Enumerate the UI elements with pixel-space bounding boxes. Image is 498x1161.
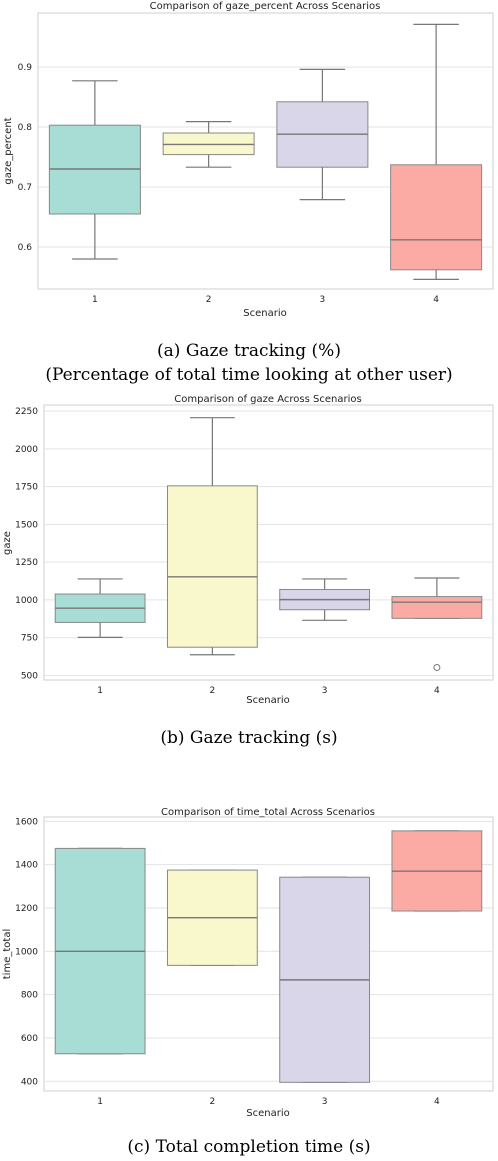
y-tick-label: 600 [21, 1034, 38, 1044]
y-axis-label: gaze_percent [3, 117, 14, 184]
chart-panel-a: Comparison of gaze_percent Across Scenar… [3, 1, 494, 385]
y-tick-label: 0.8 [18, 123, 33, 133]
y-axis-label: time_total [2, 929, 13, 979]
outlier-point [433, 663, 441, 671]
x-axis-label: Scenario [243, 308, 286, 319]
y-ticks: 0.6 0.7 0.8 0.9 [18, 63, 33, 253]
box-scenario-3 [276, 68, 369, 201]
iqr-box [391, 596, 483, 619]
boxes [48, 23, 483, 280]
y-tick-label: 800 [21, 991, 38, 1001]
y-axis-label: gaze [2, 531, 13, 555]
x-ticks: 1 2 3 4 [97, 1097, 440, 1107]
chart-panel-b: Comparison of gaze Across Scenarios Scen… [2, 394, 494, 748]
y-tick-label: 1000 [15, 596, 38, 606]
x-tick-label: 1 [97, 686, 103, 696]
x-tick-label: 4 [433, 295, 439, 305]
x-tick-label: 4 [434, 1097, 440, 1107]
box-scenario-1 [48, 80, 141, 260]
box-scenario-4 [391, 830, 483, 912]
y-tick-label: 2000 [15, 445, 38, 455]
chart-title: Comparison of gaze Across Scenarios [174, 394, 361, 405]
plot-frame [37, 12, 494, 290]
boxes [54, 417, 483, 671]
gridlines [44, 410, 493, 676]
y-tick-label: 500 [21, 671, 38, 681]
chart-title: Comparison of time_total Across Scenario… [161, 807, 375, 818]
x-tick-label: 1 [92, 295, 98, 305]
x-axis-label: Scenario [246, 1108, 289, 1119]
y-tick-label: 1750 [15, 483, 38, 493]
box-scenario-2 [166, 869, 258, 966]
caption-line-1: (b) Gaze tracking (s) [160, 728, 337, 748]
y-tick-label: 1250 [15, 558, 38, 568]
y-tick-label: 1600 [15, 817, 38, 827]
box-scenario-2 [166, 417, 258, 656]
box-scenario-3 [279, 876, 371, 1083]
y-tick-label: 1500 [15, 520, 38, 530]
x-ticks: 1 2 3 4 [92, 295, 439, 305]
y-tick-label: 1200 [15, 904, 38, 914]
x-tick-label: 2 [210, 1097, 216, 1107]
y-tick-label: 1400 [15, 861, 38, 871]
x-tick-label: 4 [434, 686, 440, 696]
x-tick-label: 3 [322, 686, 328, 696]
y-tick-label: 750 [21, 634, 38, 644]
plot-frame [43, 816, 494, 1092]
x-axis-label: Scenario [246, 695, 289, 706]
box-scenario-4 [390, 23, 483, 280]
x-tick-label: 3 [320, 295, 326, 305]
chart-panel-c: Comparison of time_total Across Scenario… [2, 807, 494, 1157]
chart-title: Comparison of gaze_percent Across Scenar… [150, 1, 381, 12]
y-tick-label: 0.6 [18, 243, 33, 253]
y-ticks: 500 750 1000 1250 1500 1750 2000 2250 [15, 407, 38, 681]
caption-line-2: (Percentage of total time looking at oth… [45, 365, 452, 385]
box-scenario-1 [54, 578, 146, 638]
box-scenario-2 [162, 120, 255, 168]
plot-frame [43, 404, 494, 681]
x-tick-label: 2 [206, 295, 212, 305]
y-tick-label: 0.7 [18, 183, 32, 193]
y-tick-label: 400 [21, 1077, 38, 1087]
y-tick-label: 1000 [15, 947, 38, 957]
x-tick-label: 3 [322, 1097, 328, 1107]
iqr-box [390, 164, 483, 271]
y-tick-label: 2250 [15, 407, 38, 417]
box-scenario-1 [54, 847, 146, 1055]
x-ticks: 1 2 3 4 [97, 686, 440, 696]
y-tick-label: 0.9 [18, 63, 33, 73]
x-tick-label: 2 [210, 686, 216, 696]
caption-line-1: (c) Total completion time (s) [127, 1137, 370, 1157]
box-scenario-3 [279, 578, 371, 621]
caption-line-1: (a) Gaze tracking (%) [157, 341, 341, 361]
x-tick-label: 1 [97, 1097, 103, 1107]
iqr-box [166, 485, 258, 648]
box-scenario-4 [391, 577, 483, 671]
y-ticks: 400 600 800 1000 1200 1400 1600 [15, 817, 38, 1087]
boxes [54, 830, 483, 1083]
